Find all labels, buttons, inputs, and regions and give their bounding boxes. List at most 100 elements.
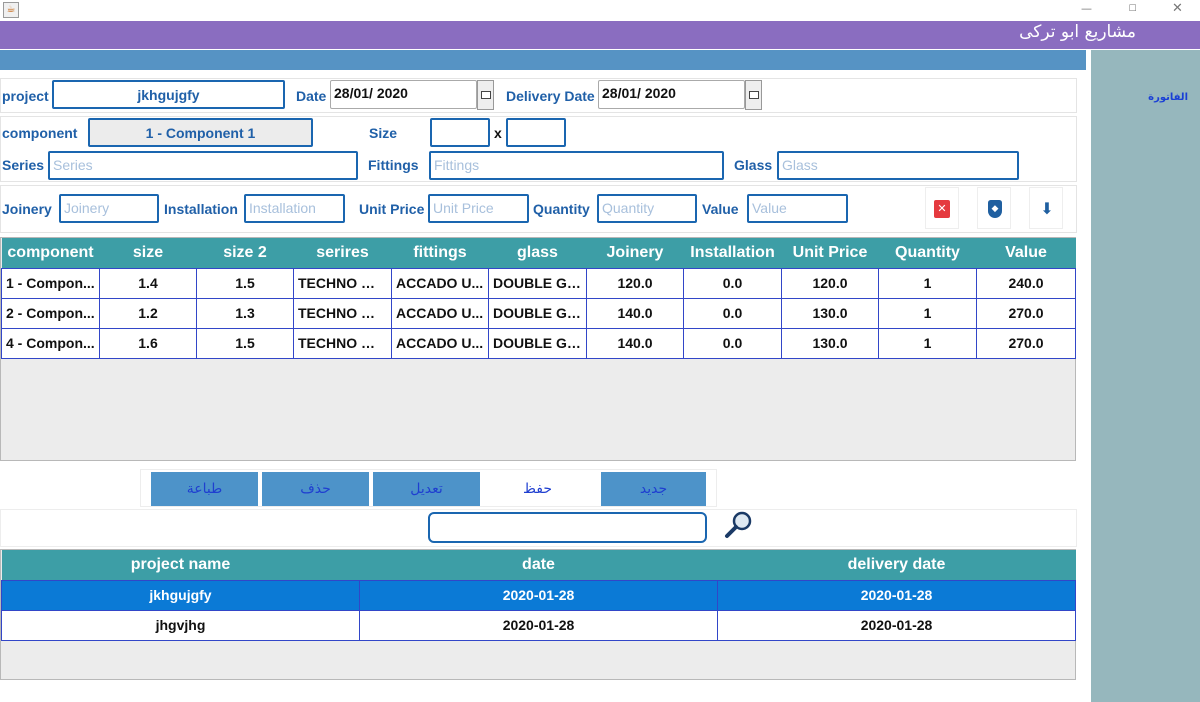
column-header[interactable]: fittings — [391, 238, 489, 268]
value-field[interactable]: Value — [747, 194, 848, 223]
glass-field[interactable]: Glass — [777, 151, 1019, 180]
table-cell[interactable]: jhgvjhg — [1, 609, 360, 641]
app-header: مشاريع ابو تركى — [0, 21, 1200, 49]
table-row[interactable]: jhgvjhg 2020-01-28 2020-01-28 — [1, 609, 1076, 641]
table-row[interactable]: 4 - Compon... 1.6 1.5 TECHNO WI... ACCADO U.… — [1, 327, 1076, 359]
column-header[interactable]: Installation — [683, 238, 782, 268]
table-cell[interactable]: 140.0 — [586, 327, 684, 359]
projects-table-panel: project name date delivery date jkhgujgfy 2… — [0, 549, 1076, 680]
delete-button[interactable]: حذف — [262, 472, 369, 506]
table-row[interactable]: jkhgujgfy 2020-01-28 2020-01-28 — [1, 579, 1076, 611]
column-header[interactable]: component — [1, 238, 100, 268]
joinery-placeholder: Joinery — [64, 200, 110, 216]
table-cell[interactable]: 0.0 — [683, 267, 782, 299]
table-cell[interactable]: 1.2 — [99, 297, 197, 329]
table-cell[interactable]: 1.4 — [99, 267, 197, 299]
table-cell[interactable]: 2020-01-28 — [717, 609, 1076, 641]
search-input[interactable] — [428, 512, 707, 543]
table-cell[interactable]: 1 - Compon... — [1, 267, 100, 299]
column-header[interactable]: Quantity — [878, 238, 977, 268]
table-cell[interactable]: 0.0 — [683, 297, 782, 329]
size-height-field[interactable] — [506, 118, 566, 147]
delivery-date-field[interactable]: 28/01/ 2020 — [598, 80, 745, 109]
table-cell[interactable]: 2020-01-28 — [359, 579, 718, 611]
table-cell[interactable]: 1.5 — [196, 327, 294, 359]
table-cell[interactable]: 1 — [878, 297, 977, 329]
series-field[interactable]: Series — [48, 151, 358, 180]
table-cell[interactable]: 120.0 — [586, 267, 684, 299]
delivery-calendar-button[interactable] — [745, 80, 762, 110]
table-cell[interactable]: ACCADO U... — [391, 297, 489, 329]
table-cell[interactable]: 2 - Compon... — [1, 297, 100, 329]
project-field[interactable]: jkhgujgfy — [52, 80, 285, 109]
table-cell[interactable]: 130.0 — [781, 297, 879, 329]
column-header[interactable]: size 2 — [196, 238, 294, 268]
column-header[interactable]: glass — [488, 238, 587, 268]
table-cell[interactable]: 240.0 — [976, 267, 1076, 299]
joinery-label: Joinery — [2, 201, 52, 217]
table-row[interactable]: 2 - Compon... 1.2 1.3 TECHNO WI... ACCADO U.… — [1, 297, 1076, 329]
glass-label: Glass — [734, 157, 773, 173]
table-cell[interactable]: 2020-01-28 — [717, 579, 1076, 611]
column-header[interactable]: Value — [976, 238, 1076, 268]
edit-button[interactable]: تعديل — [373, 472, 480, 506]
table-cell[interactable]: jkhgujgfy — [1, 579, 360, 611]
table-cell[interactable]: TECHNO WI... — [293, 327, 392, 359]
table-cell[interactable]: DOUBLE GL... — [488, 297, 587, 329]
calendar-icon — [481, 91, 491, 99]
column-header[interactable]: Joinery — [586, 238, 684, 268]
table-cell[interactable]: ACCADO U... — [391, 267, 489, 299]
table-cell[interactable]: 1.3 — [196, 297, 294, 329]
joinery-field[interactable]: Joinery — [59, 194, 159, 223]
table-cell[interactable]: 4 - Compon... — [1, 327, 100, 359]
print-button[interactable]: طباعة — [151, 472, 258, 506]
save-button[interactable]: حفظ — [484, 472, 591, 506]
column-header[interactable]: date — [359, 550, 718, 580]
clear-button[interactable]: ✕ — [925, 187, 959, 229]
column-header[interactable]: size — [99, 238, 197, 268]
table-cell[interactable]: 1 — [878, 327, 977, 359]
search-icon[interactable] — [724, 510, 754, 540]
fittings-field[interactable]: Fittings — [429, 151, 724, 180]
column-header[interactable]: Unit Price — [781, 238, 879, 268]
table-cell[interactable]: TECHNO WI... — [293, 297, 392, 329]
components-table: component size size 2 serires fittings glass J… — [1, 238, 1076, 359]
installation-field[interactable]: Installation — [244, 194, 345, 223]
table-cell[interactable]: 270.0 — [976, 297, 1076, 329]
table-cell[interactable]: ACCADO U... — [391, 327, 489, 359]
table-cell[interactable]: DOUBLE GL... — [488, 267, 587, 299]
column-header[interactable]: project name — [1, 550, 360, 580]
maximize-button[interactable]: ☐ — [1128, 4, 1137, 14]
size-label: Size — [369, 125, 398, 141]
table-cell[interactable]: DOUBLE GL... — [488, 327, 587, 359]
table-cell[interactable]: 130.0 — [781, 327, 879, 359]
column-header[interactable]: serires — [293, 238, 392, 268]
table-cell[interactable]: 140.0 — [586, 297, 684, 329]
size-width-field[interactable] — [430, 118, 490, 147]
table-cell[interactable]: 270.0 — [976, 327, 1076, 359]
date-calendar-button[interactable] — [477, 80, 494, 110]
download-button[interactable]: ⬇ — [1029, 187, 1063, 229]
table-cell[interactable]: 0.0 — [683, 327, 782, 359]
series-label: Series — [2, 157, 45, 173]
quantity-field[interactable]: Quantity — [597, 194, 697, 223]
column-header[interactable]: delivery date — [717, 550, 1076, 580]
table-cell[interactable]: TECHNO WI... — [293, 267, 392, 299]
sidebar-item-invoice[interactable]: الفاتورة — [1148, 92, 1188, 103]
table-cell[interactable]: 2020-01-28 — [359, 609, 718, 641]
table-cell[interactable]: 1 — [878, 267, 977, 299]
close-button[interactable]: ✕ — [1172, 1, 1183, 16]
table-cell[interactable]: 120.0 — [781, 267, 879, 299]
table-cell[interactable]: 1.6 — [99, 327, 197, 359]
components-header-row: component size size 2 serires fittings glass J… — [1, 238, 1076, 268]
minimize-button[interactable]: — — [1081, 2, 1092, 15]
component-field[interactable]: 1 - Component 1 — [88, 118, 313, 147]
unit-price-field[interactable]: Unit Price — [428, 194, 529, 223]
shield-button[interactable]: ◆ — [977, 187, 1011, 229]
date-field[interactable]: 28/01/ 2020 — [330, 80, 477, 109]
table-row[interactable]: 1 - Compon... 1.4 1.5 TECHNO WI... ACCADO U.… — [1, 267, 1076, 299]
new-button[interactable]: جديد — [601, 472, 706, 506]
table-cell[interactable]: 1.5 — [196, 267, 294, 299]
component-label: component — [2, 125, 78, 141]
